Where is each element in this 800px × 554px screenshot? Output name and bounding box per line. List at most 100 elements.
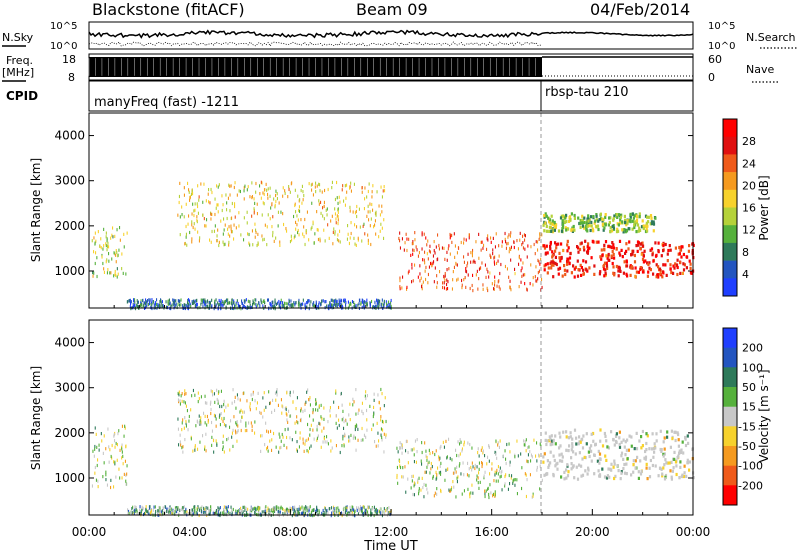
heatmap-cell	[378, 300, 380, 304]
heatmap-cell	[180, 443, 182, 447]
heatmap-cell	[613, 443, 616, 447]
heatmap-cell	[446, 455, 448, 459]
heatmap-cell	[501, 488, 503, 492]
heatmap-cell	[418, 251, 420, 255]
heatmap-cell	[303, 506, 305, 510]
heatmap-cell	[335, 217, 337, 221]
heatmap-cell	[194, 444, 196, 448]
heatmap-cell	[325, 208, 327, 212]
heatmap-cell	[216, 512, 218, 516]
heatmap-cell	[286, 413, 288, 417]
heatmap-cell	[340, 392, 342, 396]
heatmap-cell	[602, 228, 605, 232]
heatmap-cell	[569, 218, 572, 222]
heatmap-cell	[248, 305, 250, 309]
heatmap-cell	[576, 245, 579, 249]
heatmap-cell	[306, 390, 308, 394]
heatmap-cell	[178, 194, 180, 199]
heatmap-cell	[153, 303, 155, 307]
heatmap-cell	[357, 427, 359, 431]
heatmap-cell	[141, 302, 143, 306]
heatmap-cell	[108, 259, 110, 263]
heatmap-cell	[381, 438, 383, 442]
heatmap-cell	[215, 509, 217, 513]
heatmap-cell	[224, 300, 226, 304]
heatmap-cell	[612, 438, 615, 442]
heatmap-cell	[497, 443, 499, 447]
heatmap-cell	[625, 260, 628, 264]
heatmap-cell	[279, 446, 281, 450]
velocity-ytick-label: 1000	[54, 471, 85, 485]
heatmap-cell	[635, 447, 639, 451]
heatmap-cell	[635, 214, 638, 218]
heatmap-cell	[149, 511, 151, 515]
heatmap-cell	[371, 427, 373, 432]
heatmap-cell	[119, 238, 121, 242]
heatmap-cell	[490, 240, 492, 244]
heatmap-cell	[129, 305, 131, 309]
heatmap-cell	[463, 489, 465, 493]
heatmap-cell	[306, 210, 308, 214]
heatmap-cell	[428, 448, 430, 452]
heatmap-cell	[399, 447, 401, 451]
heatmap-cell	[542, 460, 545, 464]
heatmap-cell	[97, 485, 99, 489]
heatmap-cell	[476, 269, 478, 273]
power-colorbar-swatch	[723, 154, 737, 173]
heatmap-cell	[399, 231, 401, 235]
heatmap-cell	[294, 510, 296, 514]
heatmap-cell	[95, 239, 97, 243]
heatmap-cell	[552, 454, 555, 458]
heatmap-cell	[362, 412, 364, 416]
heatmap-cell	[260, 411, 262, 415]
heatmap-cell	[105, 470, 107, 474]
heatmap-cell	[627, 227, 630, 231]
heatmap-cell	[296, 449, 298, 453]
heatmap-cell	[429, 244, 431, 248]
heatmap-cell	[221, 303, 223, 307]
heatmap-cell	[322, 440, 324, 444]
heatmap-cell	[670, 475, 673, 479]
heatmap-cell	[323, 511, 325, 515]
heatmap-cell	[478, 267, 480, 271]
heatmap-cell	[555, 242, 558, 247]
heatmap-cell	[94, 261, 96, 266]
velocity-colorbar-tick: 100	[742, 361, 763, 374]
heatmap-cell	[516, 478, 518, 482]
heatmap-cell	[151, 301, 153, 305]
heatmap-cell	[605, 458, 608, 462]
heatmap-cell	[136, 511, 138, 515]
heatmap-cell	[340, 511, 342, 515]
heatmap-cell	[523, 443, 525, 447]
heatmap-cell	[439, 446, 441, 450]
heatmap-cell	[353, 508, 355, 512]
heatmap-cell	[554, 249, 557, 253]
heatmap-cell	[170, 304, 172, 308]
heatmap-cell	[364, 232, 366, 236]
heatmap-cell	[289, 507, 291, 511]
heatmap-cell	[223, 302, 225, 306]
heatmap-cell	[230, 230, 232, 234]
heatmap-cell	[295, 220, 297, 224]
heatmap-cell	[425, 277, 427, 282]
heatmap-cell	[271, 300, 273, 304]
heatmap-cell	[644, 457, 647, 461]
heatmap-cell	[411, 266, 413, 270]
heatmap-cell	[554, 255, 557, 259]
heatmap-cell	[217, 228, 219, 232]
heatmap-cell	[657, 241, 660, 245]
heatmap-cell	[195, 424, 197, 428]
heatmap-cell	[136, 299, 138, 303]
heatmap-cell	[620, 440, 623, 444]
heatmap-cell	[655, 275, 658, 279]
heatmap-cell	[635, 221, 638, 225]
heatmap-cell	[668, 461, 671, 465]
heatmap-cell	[512, 481, 514, 485]
heatmap-cell	[675, 263, 679, 267]
heatmap-cell	[159, 508, 161, 512]
heatmap-cell	[336, 180, 338, 185]
heatmap-cell	[217, 210, 219, 214]
heatmap-cell	[205, 199, 207, 203]
heatmap-cell	[495, 479, 497, 483]
heatmap-cell	[191, 394, 193, 398]
